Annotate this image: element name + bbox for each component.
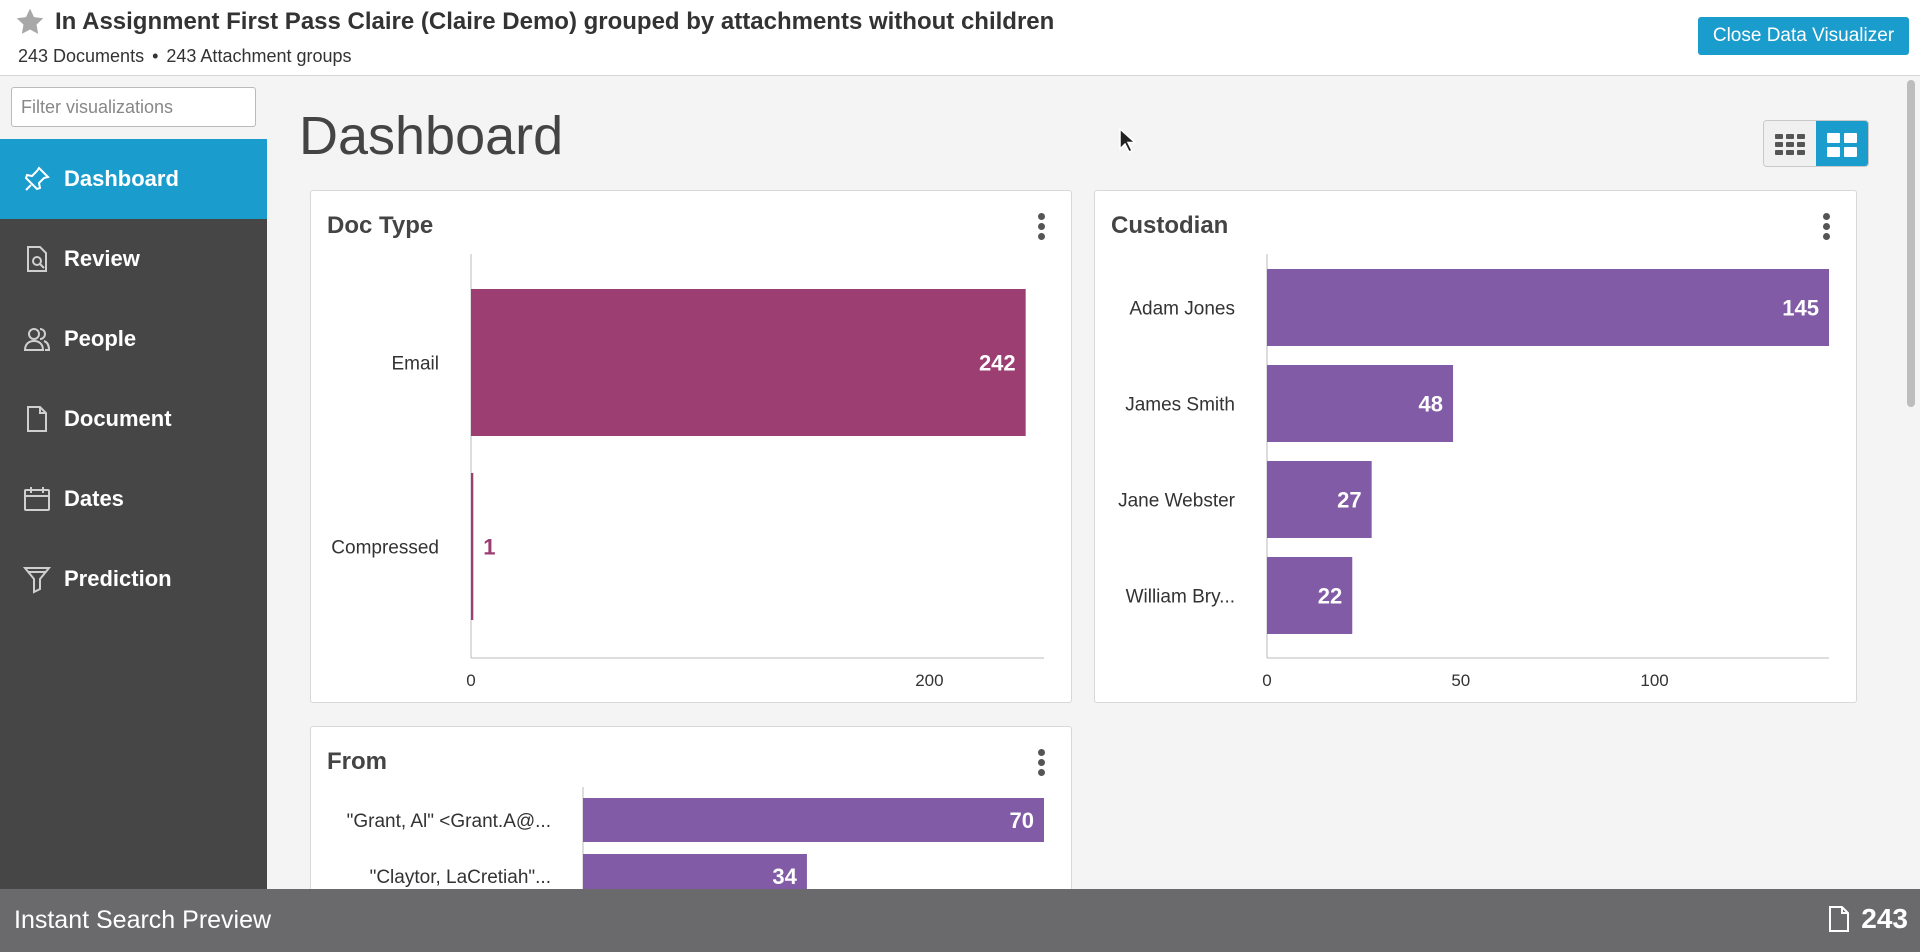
sidebar-item-document[interactable]: Document	[0, 379, 267, 459]
sidebar-item-label: Dates	[64, 486, 124, 511]
chart-bar[interactable]	[1267, 269, 1829, 346]
sidebar-item-prediction[interactable]: Prediction	[0, 539, 267, 619]
custodian-chart: Adam Jones 145 James Smith 48 Jane Webster 27…	[1118, 254, 1829, 690]
from-card: "Grant, Al" <Grant.A@... 70 "Claytor, LaCr…	[310, 726, 1072, 889]
close-data-visualizer-button[interactable]: Close Data Visualizer	[1698, 17, 1909, 55]
more-options-icon[interactable]	[1029, 744, 1053, 780]
footer-document-count: 243	[1827, 903, 1908, 935]
data-label: 22	[1318, 584, 1342, 609]
document-icon	[22, 404, 52, 434]
sidebar-item-label: Review	[64, 246, 140, 271]
star-icon[interactable]	[14, 6, 46, 38]
document-search-icon	[22, 244, 52, 274]
category-label: "Claytor, LaCretiah"...	[370, 867, 551, 888]
chart-bar[interactable]	[583, 854, 807, 889]
pin-icon	[22, 164, 52, 194]
scrollbar-thumb[interactable]	[1907, 80, 1915, 407]
main-content: Dashboard Email 242 Compressed 1 0 200 Doc T	[267, 77, 1903, 889]
document-icon	[1829, 906, 1850, 932]
document-count: 243 Documents	[18, 46, 145, 66]
x-tick-label: 0	[1262, 671, 1271, 690]
attachment-group-count: 243 Attachment groups	[166, 46, 352, 66]
sidebar-item-review[interactable]: Review	[0, 219, 267, 299]
x-tick-label: 50	[1451, 671, 1470, 690]
calendar-icon	[22, 484, 52, 514]
instant-search-preview-bar[interactable]: Instant Search Preview 243	[0, 889, 1920, 952]
more-options-icon[interactable]	[1029, 208, 1053, 244]
sidebar: Dashboard Review People Document Dates P…	[0, 77, 267, 889]
card-title: Doc Type	[327, 212, 434, 239]
card-title: Custodian	[1111, 212, 1229, 239]
category-label: Jane Webster	[1118, 491, 1236, 512]
chart-bar[interactable]	[583, 798, 1044, 842]
chart-bar[interactable]	[1267, 557, 1353, 634]
data-label: 70	[1010, 808, 1034, 833]
chart-bar[interactable]	[1267, 461, 1372, 538]
x-tick-label: 200	[915, 671, 943, 690]
sidebar-item-people[interactable]: People	[0, 299, 267, 379]
sidebar-item-label: Prediction	[64, 566, 172, 591]
category-label: William Bry...	[1126, 587, 1235, 608]
category-label: Adam Jones	[1129, 299, 1235, 320]
data-label: 34	[772, 864, 797, 889]
document-count-value: 243	[1861, 903, 1908, 934]
sidebar-item-label: Document	[64, 406, 172, 431]
funnel-icon	[22, 564, 52, 594]
page-title: Dashboard	[299, 106, 564, 166]
x-tick-label: 0	[466, 671, 475, 690]
main-scrollbar[interactable]	[1903, 77, 1920, 889]
data-label: 48	[1419, 392, 1443, 417]
chart-bar[interactable]	[471, 289, 1026, 436]
category-label: Email	[391, 354, 439, 375]
sidebar-item-dashboard[interactable]: Dashboard	[0, 139, 267, 219]
more-options-icon[interactable]	[1814, 208, 1838, 244]
x-tick-label: 100	[1640, 671, 1668, 690]
sidebar-item-label: Dashboard	[64, 166, 179, 191]
mouse-cursor-icon	[1119, 128, 1137, 154]
filter-wrapper	[0, 77, 267, 139]
from-chart: "Grant, Al" <Grant.A@... 70 "Claytor, LaCr…	[347, 787, 1044, 889]
sidebar-item-dates[interactable]: Dates	[0, 459, 267, 539]
people-icon	[22, 324, 52, 354]
data-label: 1	[483, 535, 495, 560]
data-label: 27	[1337, 488, 1361, 513]
category-label: Compressed	[331, 538, 439, 559]
data-label: 242	[979, 351, 1016, 376]
doc-type-chart: Email 242 Compressed 1 0 200	[331, 254, 1044, 690]
grid-small-icon[interactable]	[1764, 121, 1816, 166]
card-title: From	[327, 748, 387, 775]
doc-type-card: Email 242 Compressed 1 0 200 Doc Type	[310, 190, 1072, 703]
sidebar-item-label: People	[64, 326, 137, 351]
chart-bar[interactable]	[1267, 365, 1454, 442]
search-title: In Assignment First Pass Claire (Claire …	[55, 8, 1055, 35]
category-label: "Grant, Al" <Grant.A@...	[347, 811, 551, 832]
separator: •	[152, 46, 159, 66]
filter-visualizations-input[interactable]	[11, 87, 256, 127]
header-bar: In Assignment First Pass Claire (Claire …	[0, 0, 1920, 76]
category-label: James Smith	[1125, 395, 1235, 416]
grid-large-icon[interactable]	[1816, 121, 1868, 166]
data-label: 145	[1782, 296, 1819, 321]
custodian-card: Adam Jones 145 James Smith 48 Jane Webster 27…	[1094, 190, 1857, 703]
view-toggle	[1763, 120, 1869, 167]
result-summary: 243 Documents • 243 Attachment groups	[18, 46, 352, 67]
chart-bar[interactable]	[471, 473, 474, 620]
footer-label: Instant Search Preview	[14, 906, 272, 934]
